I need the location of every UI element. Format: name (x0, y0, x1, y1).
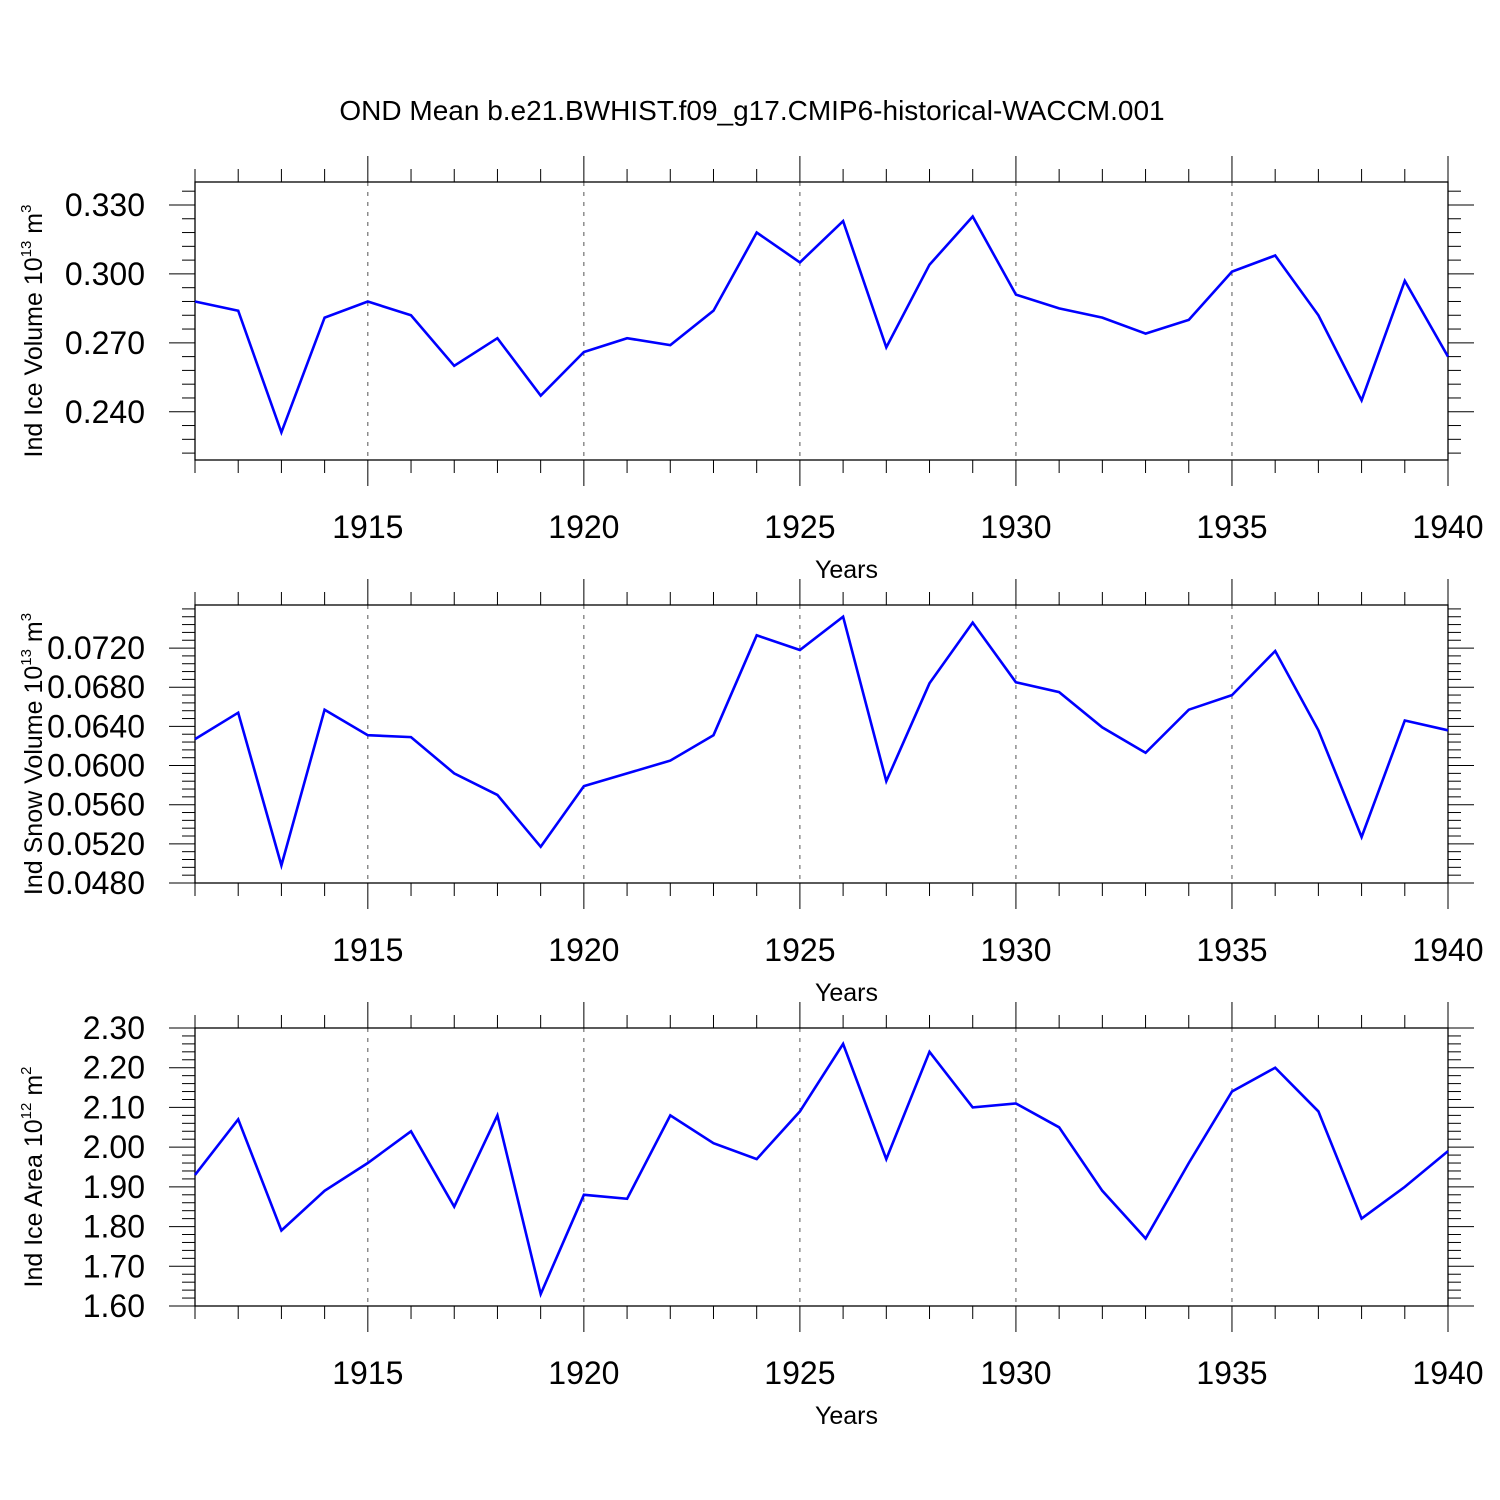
plot-frame (194, 1027, 1449, 1307)
y-tick-label: 2.00 (83, 1129, 145, 1165)
y-tick-label: 1.60 (83, 1288, 145, 1324)
x-tick-label: 1915 (332, 1355, 403, 1391)
y-tick-label: 2.30 (83, 1010, 145, 1046)
y-tick-label: 0.270 (65, 325, 145, 361)
y-tick-label: 1.90 (83, 1169, 145, 1205)
x-tick-label: 1920 (548, 509, 619, 545)
plot-frame (194, 604, 1449, 884)
y-tick-label: 0.0680 (47, 669, 145, 705)
y-tick-label: 2.10 (83, 1089, 145, 1125)
series-line (193, 1041, 1449, 1299)
series-line (194, 614, 1449, 871)
y-tick-label: 0.0720 (47, 630, 145, 666)
x-tick-label: 1920 (548, 932, 619, 968)
y-tick-label: 0.330 (65, 187, 145, 223)
chart-title: OND Mean b.e21.BWHIST.f09_g17.CMIP6-hist… (339, 95, 1164, 126)
y-tick-label: 2.20 (83, 1050, 145, 1086)
x-tick-label: 1930 (980, 1355, 1051, 1391)
series-line (194, 214, 1450, 437)
chart-panel-3: 1.60 1.701.80 1.90 2.00 2.102.20 2.30 1915 1920… (18, 1002, 1484, 1430)
x-tick-label: 1940 (1412, 932, 1483, 968)
x-axis-label: Years (815, 979, 878, 1007)
x-tick-label: 1925 (764, 509, 835, 545)
y-tick-label: 0.0640 (47, 708, 145, 744)
x-tick-label: 1915 (332, 509, 403, 545)
x-axis-label: Years (815, 556, 878, 584)
y-axis-label: Ind Ice Volume 1013 m3 (18, 205, 48, 458)
x-tick-label: 1935 (1196, 932, 1267, 968)
y-tick-label: 0.240 (65, 394, 145, 430)
x-tick-label: 1920 (548, 1355, 619, 1391)
y-tick-label: 0.0480 (47, 865, 145, 901)
x-tick-label: 1915 (332, 932, 403, 968)
y-tick-label: 1.70 (83, 1248, 145, 1284)
x-tick-label: 1935 (1196, 509, 1267, 545)
y-tick-label: 0.300 (65, 256, 145, 292)
x-axis-label: Years (815, 1402, 878, 1430)
x-tick-label: 1935 (1196, 1355, 1267, 1391)
x-tick-label: 1925 (764, 932, 835, 968)
x-tick-label: 1930 (980, 509, 1051, 545)
y-tick-label: 0.0520 (47, 826, 145, 862)
x-tick-label: 1940 (1412, 1355, 1483, 1391)
y-tick-label: 0.0600 (47, 748, 145, 784)
plot-frame (194, 181, 1449, 461)
y-tick-label: 0.0560 (47, 787, 145, 823)
x-tick-label: 1930 (980, 932, 1051, 968)
y-axis-label: Ind Snow Volume 1013 m3 (18, 613, 48, 895)
chart-panel-1: 0.240 0.270 0.300 0.330 1915 1920 1925 1930 1935… (18, 156, 1484, 584)
y-axis-label: Ind Ice Area 1012 m2 (18, 1067, 48, 1288)
x-tick-label: 1925 (764, 1355, 835, 1391)
y-tick-label: 1.80 (83, 1209, 145, 1245)
x-tick-label: 1940 (1412, 509, 1483, 545)
